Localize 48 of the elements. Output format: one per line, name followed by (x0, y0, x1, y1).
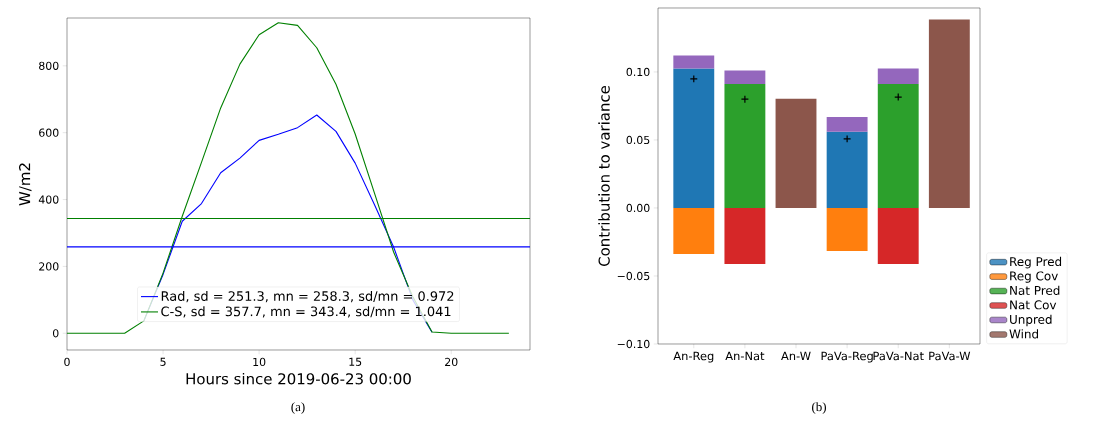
bar (877, 84, 919, 208)
x-axis-title: Hours since 2019-06-23 00:00 (186, 372, 411, 385)
bar (673, 55, 715, 69)
legend-label: Rad, sd = 251.3, mn = 258.3, sd/mn = 0.972 (161, 290, 454, 303)
y-tick-label: 800 (39, 61, 59, 70)
x-tick-label: PaVa-Nat (873, 351, 924, 361)
legend-label: C-S, sd = 357.7, mn = 343.4, sd/mn = 1.041 (161, 306, 451, 318)
x-tick-label: 0 (64, 357, 70, 367)
bar (673, 207, 715, 254)
x-tick-label: 10 (253, 357, 266, 367)
y-tick-label: 0.10 (626, 67, 650, 77)
bar (724, 207, 766, 264)
x-tick-label: 20 (445, 357, 458, 367)
bar (775, 98, 817, 208)
x-tick-label: PaVa-Reg (821, 351, 873, 363)
text: (a) (291, 402, 305, 414)
bar (928, 19, 970, 208)
y-tick-label: −0.10 (617, 339, 650, 349)
y-tick-label: 0.05 (626, 135, 650, 145)
y-axis-title: W/m2 (18, 163, 32, 206)
x-tick-label: An-Reg (673, 351, 714, 363)
bar (877, 207, 919, 264)
bar (724, 84, 766, 208)
bar (724, 70, 766, 85)
x-tick-label: An-Nat (725, 351, 765, 361)
bar (826, 207, 868, 252)
bar (877, 68, 919, 85)
legend-label: Unpred (1010, 314, 1052, 327)
legend-label: Nat Pred (1010, 285, 1060, 296)
x-tick-label: PaVa-W (929, 351, 971, 361)
y-tick-label: 0.00 (626, 203, 650, 213)
y-tick-label: 600 (39, 128, 59, 137)
bar (826, 117, 868, 132)
legend-label: Nat Cov (1010, 300, 1057, 310)
bar (673, 68, 715, 208)
legend-label: Reg Cov (1010, 271, 1058, 283)
legend-label: Wind (1009, 329, 1039, 339)
legend-label: Reg Pred (1010, 256, 1062, 269)
y-tick-label: 400 (38, 195, 59, 204)
x-tick-label: 15 (349, 357, 362, 366)
bar (826, 131, 868, 208)
y-tick-label: 200 (39, 262, 59, 271)
x-tick-label: 5 (160, 357, 166, 366)
y-tick-label: −0.05 (617, 271, 650, 281)
text: (b) (812, 402, 826, 414)
x-tick-label: An-W (781, 351, 811, 361)
y-axis-title: Contribution to variance (598, 85, 610, 266)
y-tick-label: 0 (52, 329, 59, 338)
